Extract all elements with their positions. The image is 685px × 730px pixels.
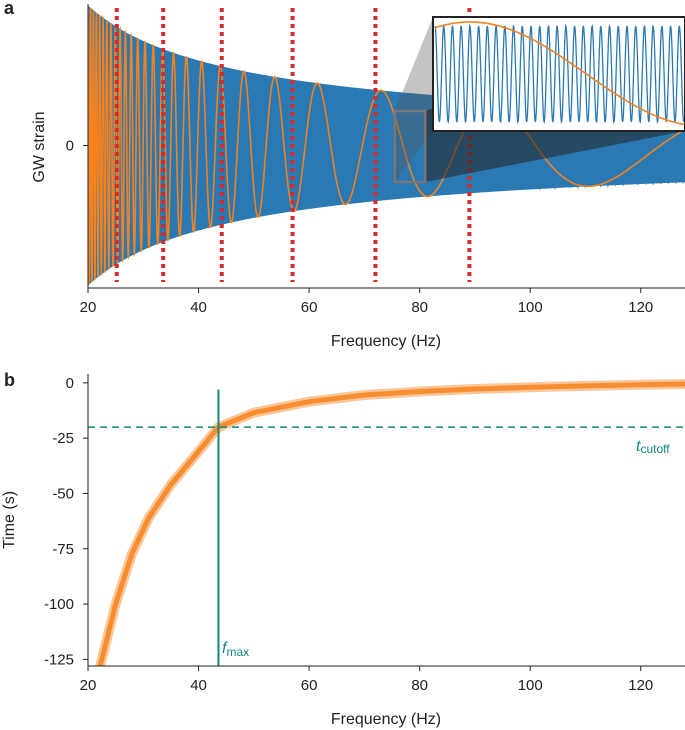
panel-b-chart: 20 40 60 80 100 120 0 -25 -50 -75 -100 -125 Time (s… [1,374,685,728]
panel-a-xtick-label: 60 [301,299,318,316]
panel-a-letter: a [4,0,15,18]
time-frequency-track [97,381,685,666]
f-max-sub: max [226,645,249,659]
panel-b-axes: 20 40 60 80 100 120 0 -25 -50 -75 -100 -125 [44,374,685,694]
panel-a-ylabel: GW strain [31,111,48,182]
zoom-box [393,109,427,184]
panel-b-ytick-label: 0 [66,375,74,392]
panel-b-xtick-label: 120 [628,677,653,694]
panel-a-xtick-label: 120 [628,299,653,316]
panel-b-plot-area [88,379,685,666]
t-cutoff-main: t [636,438,641,455]
blue-strain-line [529,100,685,191]
panel-a-chart: 20 40 60 80 100 120 0 GW strain Frequency (Hz) [31,4,685,350]
panel-a-xtick-label: 40 [190,299,207,316]
panel-b-ytick-label: -75 [52,541,74,558]
panel-b-ytick-label: -100 [44,596,74,613]
inset-connector-left [394,17,433,182]
panel-b-xtick-label: 60 [301,677,318,694]
t-cutoff-sub: cutoff [640,442,670,456]
panel-b-ylabel: Time (s) [1,491,18,549]
panel-b-xtick-label: 40 [190,677,207,694]
panel-a-plot-area [88,5,685,286]
panel-b-ytick-label: -125 [44,651,74,668]
panel-a-xtick-label: 20 [80,299,97,316]
panel-a-xtick-label: 100 [518,299,543,316]
panel-b-xtick-label: 100 [518,677,543,694]
panel-b-xtick-label: 20 [80,677,97,694]
t-cutoff-label: tcutoff [636,438,670,456]
blue-strain-band [88,5,685,286]
panel-b-xtick-label: 80 [411,677,428,694]
inset-blue-line [434,23,685,125]
f-max-main: f [222,640,228,657]
time-frequency-track-glow [95,379,685,666]
panel-a-inset [393,16,685,184]
panel-b-ytick-label: -25 [52,430,74,447]
panel-b-xlabel: Frequency (Hz) [331,711,441,728]
panel-a-ytick-label: 0 [66,138,74,155]
orange-strain-line [88,5,685,285]
panel-b-ytick-label: -50 [52,485,74,502]
panel-a-axes: 20 40 60 80 100 120 0 [66,4,685,316]
panel-b-letter: b [4,370,15,390]
panel-a-xtick-label: 80 [411,299,428,316]
panel-a-xlabel: Frequency (Hz) [331,333,441,350]
f-max-label: fmax [222,640,249,659]
inset-plot [434,21,685,126]
inset-orange-line [434,21,685,126]
